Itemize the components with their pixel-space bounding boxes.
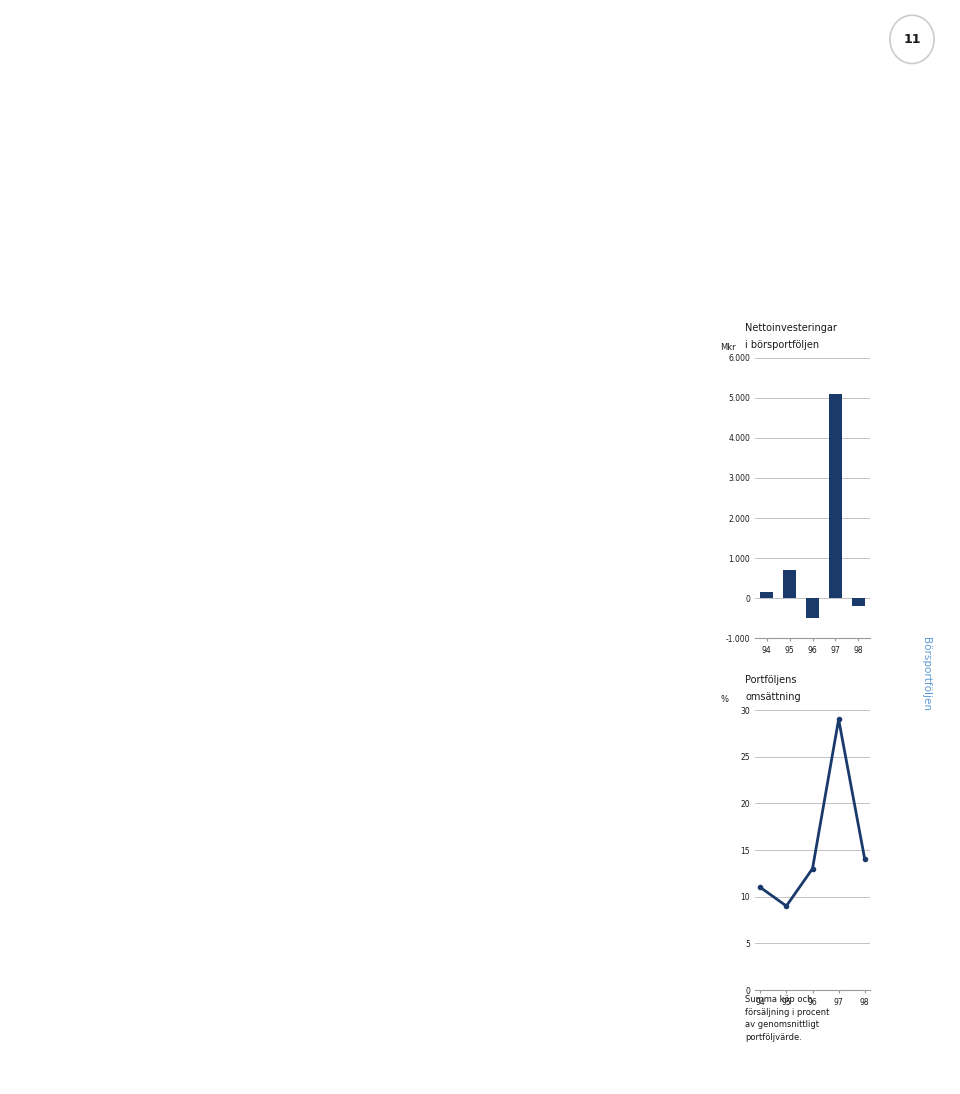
Bar — [783, 570, 796, 598]
Text: Börsportföljen: Börsportföljen — [922, 637, 931, 711]
Text: Nettoinvesteringar: Nettoinvesteringar — [745, 323, 837, 333]
Text: Mkr: Mkr — [721, 344, 736, 352]
Bar — [852, 598, 865, 606]
Bar — [829, 394, 842, 598]
Bar — [760, 592, 773, 598]
Text: 11: 11 — [903, 33, 921, 46]
Text: %: % — [721, 696, 729, 705]
Bar — [806, 598, 819, 618]
Text: Summa köp och
försäljning i procent
av genomsnittligt
portföljvärde.: Summa köp och försäljning i procent av g… — [745, 996, 829, 1041]
Text: Portföljens: Portföljens — [745, 675, 797, 685]
Text: i börsportföljen: i börsportföljen — [745, 340, 820, 350]
Text: omsättning: omsättning — [745, 693, 801, 702]
